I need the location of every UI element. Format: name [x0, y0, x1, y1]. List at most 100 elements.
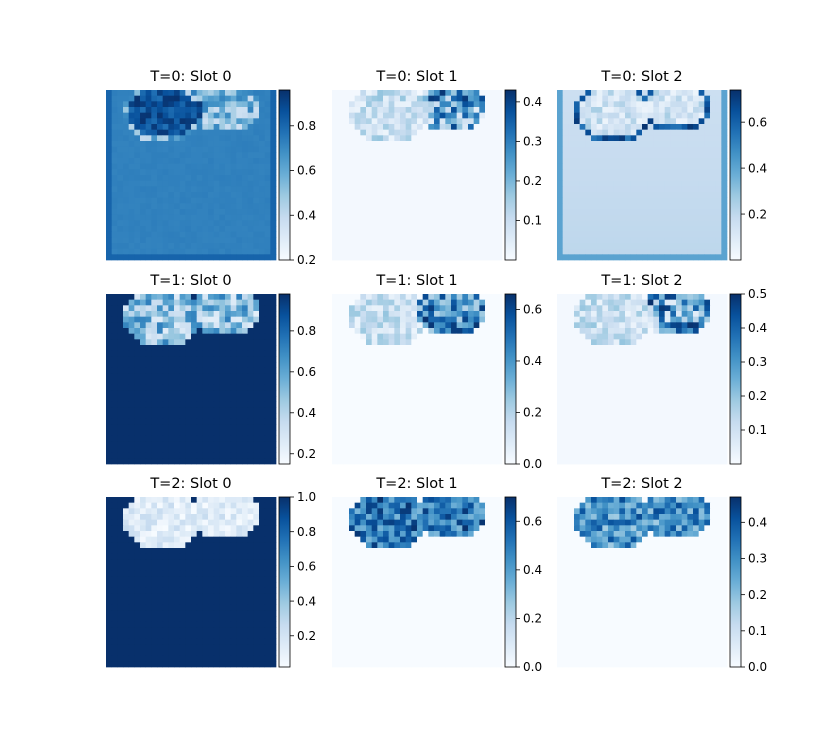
heatmap-cell [180, 192, 186, 198]
heatmap-cell [474, 362, 480, 368]
heatmap-cell [208, 441, 214, 447]
heatmap-cell [219, 328, 225, 334]
heatmap-cell [225, 368, 231, 374]
heatmap-cell [428, 254, 434, 260]
heatmap-cell [704, 124, 710, 130]
heatmap-cell [123, 362, 129, 368]
heatmap-cell [625, 345, 631, 351]
heatmap-cell [451, 209, 457, 215]
heatmap-cell [468, 152, 474, 158]
heatmap-cell [614, 311, 620, 317]
heatmap-cell [602, 345, 608, 351]
heatmap-cell [168, 96, 174, 102]
heatmap-cell [468, 198, 474, 204]
heatmap-cell [338, 311, 344, 317]
heatmap-cell [231, 339, 237, 345]
heatmap-cell [360, 141, 366, 147]
heatmap-cell [704, 232, 710, 238]
heatmap-cell [716, 152, 722, 158]
heatmap-cell [383, 385, 389, 391]
heatmap-cell [270, 152, 276, 158]
heatmap-cell [231, 209, 237, 215]
heatmap-cell [202, 226, 208, 232]
colorbar-tick-label: 0.4 [523, 95, 542, 109]
heatmap-cell [208, 147, 214, 153]
heatmap-cell [428, 249, 434, 255]
heatmap-cell [434, 453, 440, 459]
heatmap-cell [253, 362, 259, 368]
heatmap-cell [636, 311, 642, 317]
heatmap-cell [693, 351, 699, 357]
heatmap-cell [151, 322, 157, 328]
heatmap-cell [496, 334, 502, 340]
heatmap-cell [423, 215, 429, 221]
heatmap-cell [445, 237, 451, 243]
heatmap-cell [225, 164, 231, 170]
heatmap-cell [372, 209, 378, 215]
heatmap-cell [704, 305, 710, 311]
heatmap-cell [485, 339, 491, 345]
heatmap-cell [721, 351, 727, 357]
heatmap-cell [270, 317, 276, 323]
heatmap-cell [710, 113, 716, 119]
heatmap-cell [377, 175, 383, 181]
heatmap-cell [202, 135, 208, 141]
heatmap-cell [693, 294, 699, 300]
heatmap-cell [400, 243, 406, 249]
heatmap-cell [360, 243, 366, 249]
heatmap-cell [468, 390, 474, 396]
heatmap-cell [568, 113, 574, 119]
heatmap-cell [270, 198, 276, 204]
heatmap-cell [389, 135, 395, 141]
heatmap-cell [355, 385, 361, 391]
heatmap-cell [693, 141, 699, 147]
heatmap-cell [366, 385, 372, 391]
heatmap-cell [259, 328, 265, 334]
heatmap-cell [591, 192, 597, 198]
heatmap-cell [653, 158, 659, 164]
heatmap-cell [185, 368, 191, 374]
heatmap-cell [468, 407, 474, 413]
heatmap-cell [197, 220, 203, 226]
heatmap-cell [377, 368, 383, 374]
heatmap-cell [360, 328, 366, 334]
heatmap-cell [197, 249, 203, 255]
heatmap-cell [625, 215, 631, 221]
heatmap-cell [614, 215, 620, 221]
heatmap-cell [434, 226, 440, 232]
heatmap-cell [270, 130, 276, 136]
heatmap-cell [117, 198, 123, 204]
heatmap-cell [411, 254, 417, 260]
heatmap-cell [117, 339, 123, 345]
heatmap-cell [146, 113, 152, 119]
heatmap-cell [608, 243, 614, 249]
heatmap-cell [225, 441, 231, 447]
heatmap-cell [631, 373, 637, 379]
heatmap-cell [174, 339, 180, 345]
heatmap-cell [140, 107, 146, 113]
heatmap-cell [180, 96, 186, 102]
heatmap-cell [457, 113, 463, 119]
heatmap-cell [417, 385, 423, 391]
heatmap-cell [591, 198, 597, 204]
heatmap-cell [174, 430, 180, 436]
heatmap-cell [270, 441, 276, 447]
heatmap-cell [157, 215, 163, 221]
heatmap-cell [557, 322, 563, 328]
heatmap-cell [479, 135, 485, 141]
heatmap-cell [557, 90, 563, 96]
heatmap-cell [434, 379, 440, 385]
heatmap-cell [366, 254, 372, 260]
heatmap-cell [349, 164, 355, 170]
heatmap-cell [608, 198, 614, 204]
heatmap-cell [563, 311, 569, 317]
heatmap-cell [259, 147, 265, 153]
heatmap-cell [423, 152, 429, 158]
heatmap-cell [636, 339, 642, 345]
heatmap-cell [445, 186, 451, 192]
heatmap-cell [496, 390, 502, 396]
heatmap-cell [557, 226, 563, 232]
heatmap-cell [434, 152, 440, 158]
heatmap-cell [174, 130, 180, 136]
colorbar-tick-label: 0.4 [748, 161, 767, 175]
